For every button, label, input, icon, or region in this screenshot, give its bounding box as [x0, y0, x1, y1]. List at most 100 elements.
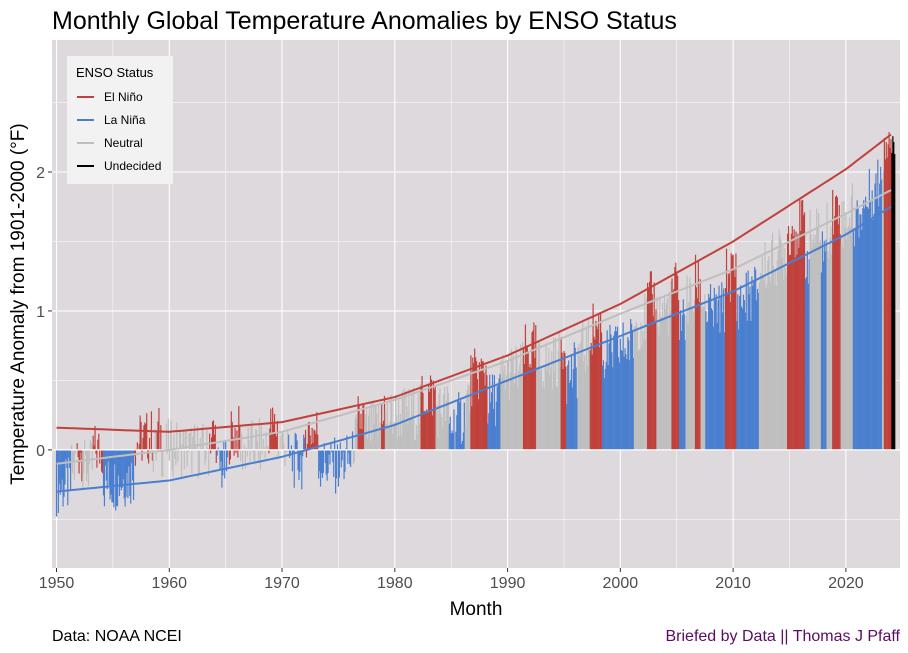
anomaly-bar	[553, 371, 556, 450]
anomaly-bar	[521, 373, 523, 450]
anomaly-bar	[107, 449, 109, 462]
anomaly-bar	[392, 433, 394, 450]
anomaly-bar	[646, 298, 648, 450]
anomaly-bar	[756, 300, 758, 450]
anomaly-bar	[818, 212, 820, 450]
anomaly-bar	[837, 224, 839, 450]
source-caption: Data: NOAA NCEI	[52, 628, 182, 645]
anomaly-bar	[329, 449, 331, 465]
anomaly-bar	[618, 362, 620, 450]
anomaly-bar	[56, 449, 59, 463]
anomaly-bar	[656, 297, 658, 450]
anomaly-bar	[319, 449, 321, 472]
anomaly-bar	[527, 352, 529, 450]
anomaly-bar	[661, 316, 663, 450]
anomaly-bar	[246, 449, 248, 457]
anomaly-bar	[593, 336, 595, 450]
anomaly-bar	[524, 324, 527, 450]
anomaly-bar	[340, 449, 342, 468]
anomaly-bar	[842, 247, 844, 450]
anomaly-bar	[282, 431, 284, 450]
anomaly-bar	[755, 269, 757, 450]
anomaly-bar	[542, 380, 544, 450]
anomaly-bar	[729, 301, 731, 450]
anomaly-bar	[377, 437, 379, 450]
anomaly-bar	[281, 433, 283, 450]
anomaly-bar	[611, 352, 613, 450]
anomaly-bar	[117, 449, 120, 476]
anomaly-bar	[138, 444, 140, 450]
anomaly-bar	[770, 282, 772, 450]
anomaly-bar	[177, 449, 179, 462]
anomaly-bar	[471, 406, 473, 450]
anomaly-bar	[123, 449, 125, 499]
anomaly-bar	[97, 439, 99, 450]
anomaly-bar	[738, 329, 740, 450]
anomaly-bar	[689, 277, 691, 450]
anomaly-bar	[249, 449, 251, 462]
anomaly-bar	[774, 268, 776, 450]
anomaly-bar	[196, 426, 199, 450]
anomaly-bar	[204, 449, 206, 466]
anomaly-bar	[415, 424, 418, 450]
anomaly-bar	[319, 449, 322, 487]
anomaly-bar	[500, 360, 502, 450]
anomaly-bar	[64, 449, 66, 485]
anomaly-bar	[350, 449, 352, 467]
anomaly-bar	[620, 349, 622, 450]
anomaly-bar	[162, 449, 164, 477]
anomaly-bar	[765, 288, 767, 450]
anomaly-bar	[184, 430, 186, 450]
anomaly-bar	[686, 275, 688, 450]
anomaly-bar	[536, 358, 538, 450]
anomaly-bar	[231, 421, 233, 450]
anomaly-bar	[772, 265, 775, 450]
anomaly-bar	[762, 276, 764, 450]
anomaly-bar	[624, 348, 626, 450]
anomaly-bar	[324, 449, 326, 464]
anomaly-bar	[808, 259, 810, 450]
anomaly-bar	[740, 306, 743, 450]
anomaly-bar	[809, 209, 811, 450]
anomaly-bar	[571, 387, 574, 450]
anomaly-bar	[664, 309, 667, 450]
anomaly-bar	[128, 449, 130, 467]
anomaly-bar	[799, 198, 801, 450]
anomaly-bar	[529, 363, 531, 450]
anomaly-bar	[840, 243, 842, 450]
anomaly-bar	[277, 449, 279, 460]
anomaly-bar	[574, 347, 576, 450]
anomaly-bar	[541, 387, 543, 450]
anomaly-bar	[758, 282, 761, 450]
anomaly-bar	[274, 433, 277, 450]
anomaly-bar	[782, 246, 784, 450]
anomaly-bar	[578, 344, 580, 450]
anomaly-bar	[605, 362, 607, 450]
anomaly-bar	[444, 421, 447, 450]
anomaly-bar	[287, 429, 289, 450]
anomaly-bar	[825, 239, 827, 450]
anomaly-bar	[887, 144, 889, 450]
anomaly-bar	[631, 323, 633, 450]
anomaly-bar	[832, 189, 834, 450]
anomaly-bar	[667, 335, 669, 450]
anomaly-bar	[139, 415, 141, 450]
anomaly-bar	[491, 392, 493, 450]
anomaly-bar	[807, 283, 809, 450]
anomaly-bar	[304, 437, 306, 450]
anomaly-bar	[230, 411, 232, 450]
anomaly-bar	[308, 421, 310, 450]
anomaly-bar	[629, 360, 631, 450]
anomaly-bar	[683, 313, 685, 450]
anomaly-bar	[715, 294, 717, 450]
anomaly-bar	[88, 449, 90, 464]
anomaly-bar	[344, 449, 346, 472]
anomaly-bar	[549, 375, 551, 450]
anomaly-bar	[345, 448, 347, 450]
anomaly-bar	[532, 330, 534, 450]
anomaly-bar	[262, 438, 264, 450]
anomaly-bar	[241, 432, 243, 450]
anomaly-bar	[169, 431, 171, 450]
anomaly-bar	[74, 449, 76, 455]
anomaly-bar	[182, 430, 184, 450]
